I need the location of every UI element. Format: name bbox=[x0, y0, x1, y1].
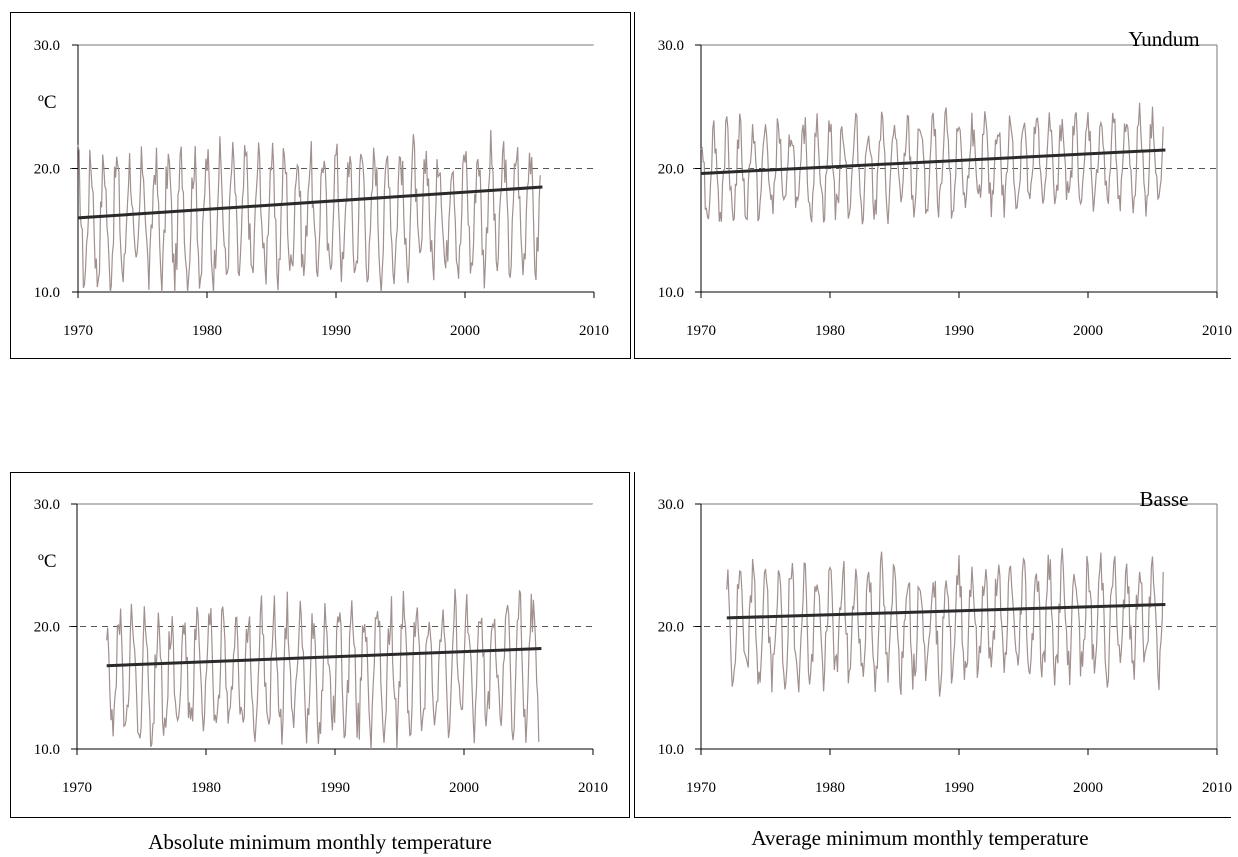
panel-frame-top-left bbox=[10, 12, 631, 359]
x-tick-label: 1970 bbox=[63, 323, 93, 339]
chart-average-min-basse: 10.0 20.0 30.0 1970 1980 1990 2000 2010 Basse bbox=[658, 487, 1232, 796]
monthly-series-line bbox=[700, 102, 1164, 225]
y-tick-label: 10.0 bbox=[34, 285, 60, 301]
x-tick-label: 1990 bbox=[944, 780, 974, 796]
trend-line bbox=[726, 602, 1166, 620]
station-label: Yundum bbox=[1128, 27, 1199, 51]
y-tick-label: 30.0 bbox=[658, 497, 684, 513]
x-tick-label: 1990 bbox=[944, 323, 974, 339]
x-tick-label: 2010 bbox=[578, 780, 608, 796]
trend-line bbox=[106, 647, 542, 668]
monthly-series-line bbox=[726, 548, 1164, 697]
x-tick-label: 2000 bbox=[1073, 323, 1103, 339]
y-tick-label: 20.0 bbox=[658, 620, 684, 636]
caption-average-minimum: Average minimum monthly temperature bbox=[751, 826, 1089, 850]
caption-absolute-minimum: Absolute minimum monthly temperature bbox=[148, 830, 492, 854]
x-tick-label: 1970 bbox=[686, 780, 716, 796]
x-tick-label: 2000 bbox=[1073, 780, 1103, 796]
panel-frame-top-right bbox=[634, 12, 1231, 359]
x-tick-label: 1990 bbox=[320, 780, 350, 796]
monthly-series-line bbox=[77, 129, 541, 293]
y-tick-label: 10.0 bbox=[34, 742, 60, 758]
y-tick-label: 20.0 bbox=[34, 620, 60, 636]
x-tick-label: 2000 bbox=[450, 323, 480, 339]
trend-line bbox=[77, 185, 543, 220]
station-label: Basse bbox=[1140, 487, 1189, 511]
chart-absolute-min-top: 10.0 20.0 30.0 1970 1980 1990 2000 2010 ºC bbox=[34, 38, 609, 339]
x-tick-label: 1970 bbox=[686, 323, 716, 339]
x-tick-label: 1980 bbox=[191, 780, 221, 796]
y-tick-label: 10.0 bbox=[658, 285, 684, 301]
panel-frame-bottom-left bbox=[10, 472, 630, 818]
y-tick-label: 30.0 bbox=[34, 38, 60, 54]
monthly-series-line bbox=[106, 588, 540, 750]
y-tick-label: 30.0 bbox=[658, 38, 684, 54]
x-tick-label: 1980 bbox=[192, 323, 222, 339]
y-tick-label: 20.0 bbox=[34, 162, 60, 178]
chart-average-min-yundum: 10.0 20.0 30.0 1970 1980 1990 2000 2010 Yundum bbox=[658, 27, 1232, 339]
y-tick-label: 30.0 bbox=[34, 497, 60, 513]
x-tick-label: 1990 bbox=[321, 323, 351, 339]
chart-absolute-min-bottom: 10.0 20.0 30.0 1970 1980 1990 2000 2010 ºC bbox=[34, 497, 608, 796]
y-tick-label: 20.0 bbox=[658, 162, 684, 178]
unit-label: ºC bbox=[38, 551, 57, 572]
x-tick-label: 2010 bbox=[1202, 323, 1232, 339]
x-tick-label: 1970 bbox=[62, 780, 92, 796]
x-tick-label: 2010 bbox=[1202, 780, 1232, 796]
x-tick-label: 1980 bbox=[815, 780, 845, 796]
unit-label: ºC bbox=[38, 92, 57, 113]
x-tick-label: 1980 bbox=[815, 323, 845, 339]
y-tick-label: 10.0 bbox=[658, 742, 684, 758]
panel-frame-bottom-right bbox=[634, 472, 1231, 818]
trend-line bbox=[700, 148, 1166, 175]
x-tick-label: 2010 bbox=[579, 323, 609, 339]
x-tick-label: 2000 bbox=[449, 780, 479, 796]
